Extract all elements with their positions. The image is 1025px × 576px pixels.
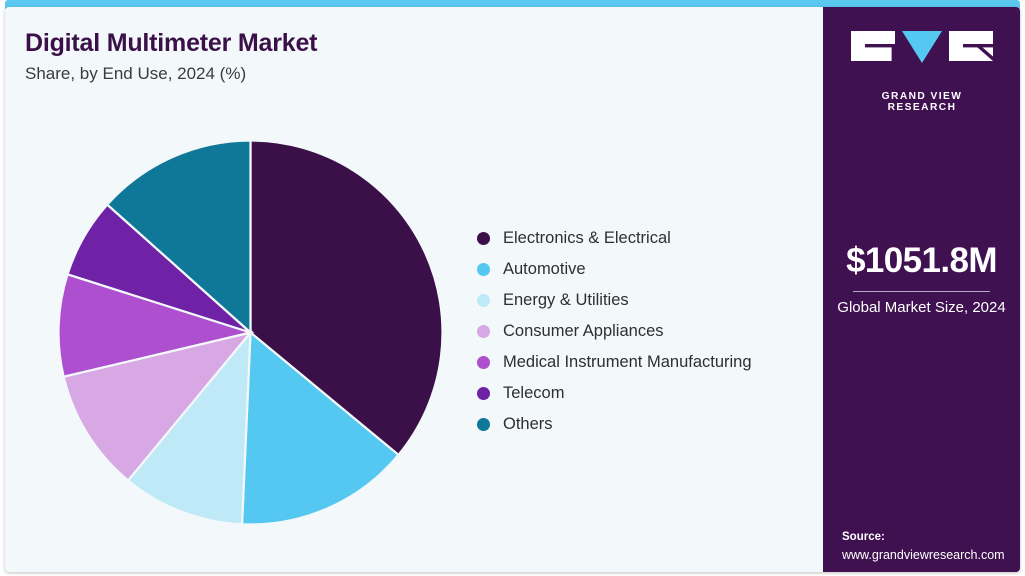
market-size-value: $1051.8M bbox=[846, 241, 997, 280]
pie-slice bbox=[105, 139, 252, 335]
pie-slice bbox=[249, 139, 444, 457]
legend-item[interactable]: Consumer Appliances bbox=[477, 316, 752, 347]
chart-legend: Electronics & Electrical Automotive Energy… bbox=[477, 223, 752, 440]
legend-item[interactable]: Others bbox=[477, 409, 752, 440]
grand-view-research-logo: GRAND VIEW RESEARCH bbox=[851, 31, 993, 113]
gvr-logo-mark bbox=[851, 31, 993, 63]
legend-color-swatch-icon bbox=[477, 263, 490, 276]
legend-item-label: Automotive bbox=[503, 260, 586, 278]
legend-item[interactable]: Medical Instrument Manufacturing bbox=[477, 347, 752, 378]
pie-slice bbox=[240, 330, 400, 526]
top-accent-bar bbox=[5, 0, 1020, 9]
logo-wordmark: GRAND VIEW RESEARCH bbox=[881, 91, 963, 113]
legend-color-swatch-icon bbox=[477, 418, 490, 431]
market-size-caption: Global Market Size, 2024 bbox=[837, 299, 1006, 316]
source-label: Source: bbox=[842, 531, 885, 543]
pie-slice bbox=[126, 329, 252, 526]
legend-item-label: Electronics & Electrical bbox=[503, 229, 671, 247]
legend-item-label: Telecom bbox=[503, 384, 565, 402]
brand-side-panel: GRAND VIEW RESEARCH $1051.8M Global Mark… bbox=[823, 7, 1020, 572]
legend-item-label: Consumer Appliances bbox=[503, 322, 664, 340]
pie-chart bbox=[53, 135, 448, 530]
legend-color-swatch-icon bbox=[477, 232, 490, 245]
legend-item[interactable]: Automotive bbox=[477, 254, 752, 285]
pie-slice bbox=[57, 272, 255, 379]
page-title: Digital Multimeter Market bbox=[25, 29, 318, 57]
legend-color-swatch-icon bbox=[477, 356, 490, 369]
panel-divider bbox=[853, 291, 990, 292]
legend-item-label: Others bbox=[503, 415, 553, 433]
pie-chart-svg bbox=[57, 139, 444, 526]
legend-color-swatch-icon bbox=[477, 387, 490, 400]
source-url: www.grandviewresearch.com bbox=[842, 548, 1005, 562]
chart-canvas: Digital Multimeter Market Share, by End … bbox=[5, 7, 1020, 572]
legend-item[interactable]: Telecom bbox=[477, 378, 752, 409]
legend-item-label: Medical Instrument Manufacturing bbox=[503, 353, 752, 371]
legend-color-swatch-icon bbox=[477, 294, 490, 307]
page-subtitle: Share, by End Use, 2024 (%) bbox=[25, 64, 247, 83]
legend-color-swatch-icon bbox=[477, 325, 490, 338]
pie-slice bbox=[62, 330, 254, 482]
legend-item-label: Energy & Utilities bbox=[503, 291, 629, 309]
legend-item[interactable]: Energy & Utilities bbox=[477, 285, 752, 316]
legend-item[interactable]: Electronics & Electrical bbox=[477, 223, 752, 254]
